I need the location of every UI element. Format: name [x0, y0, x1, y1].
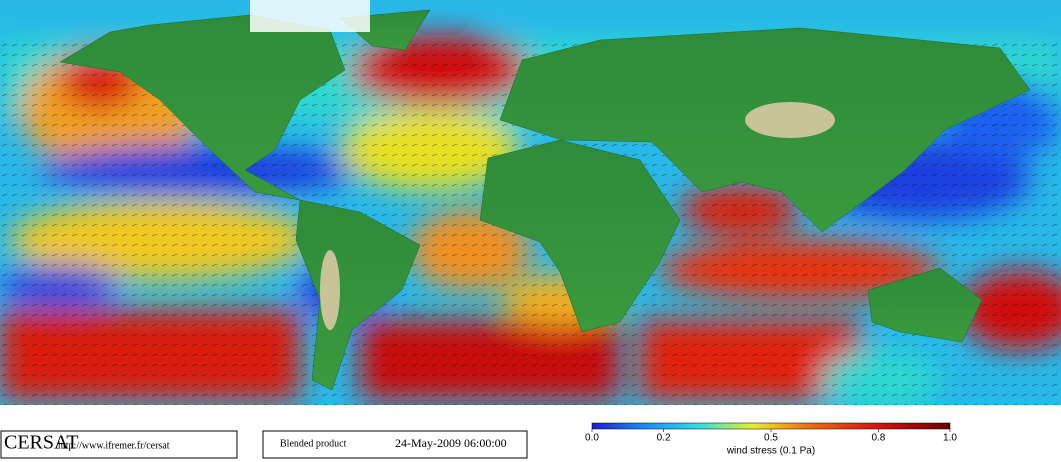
colorbar: 0.0 0.2 0.5 0.8 1.0 wind stress (0.1 Pa) [585, 422, 957, 457]
colorbar-tick-label: 0.8 [871, 433, 885, 444]
colorbar-tick-label: 0.2 [657, 433, 671, 444]
colorbar-gradient [591, 422, 951, 430]
product: Blended product [280, 438, 347, 449]
product-box [262, 430, 528, 459]
date: 24-May-2009 06:00:00 [395, 436, 507, 450]
colorbar-label: wind stress (0.1 Pa) [726, 446, 815, 457]
map [0, 0, 1061, 420]
logo: CERSAT [4, 432, 78, 454]
colorbar-tick-label: 1.0 [943, 433, 957, 444]
land [59, 9, 1031, 391]
credit-box [0, 430, 238, 459]
url: http://www.ifremer.fr/cersat [58, 440, 170, 451]
colorbar-tick-label: 0.5 [764, 433, 778, 444]
colorbar-tick-label: 0.0 [585, 433, 599, 444]
